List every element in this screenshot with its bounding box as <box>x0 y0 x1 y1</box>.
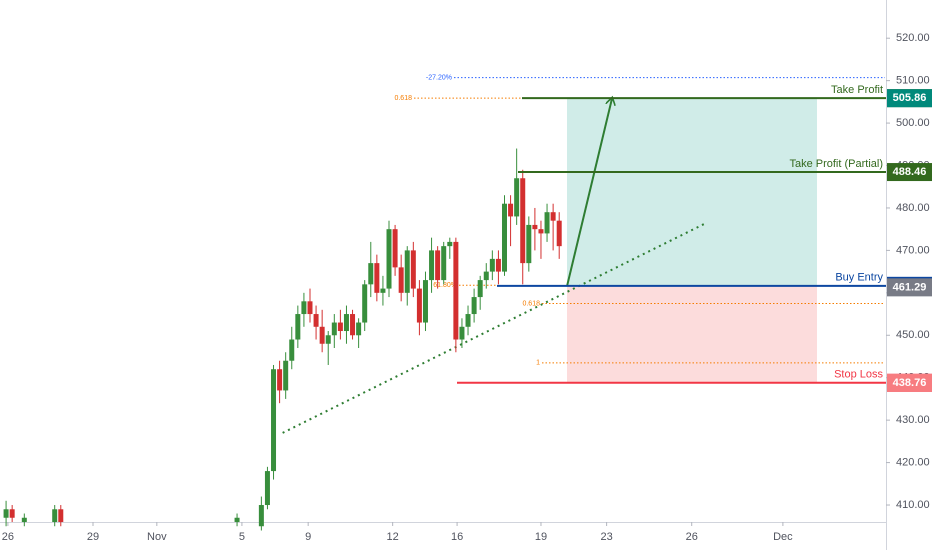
candle-body <box>550 212 556 221</box>
candle-body <box>374 263 380 293</box>
stop-badge <box>887 373 932 392</box>
y-tick-label: 500.00 <box>896 117 930 129</box>
candle-body <box>435 250 441 281</box>
candle-body <box>483 271 489 281</box>
x-tick-label: 29 <box>87 531 99 543</box>
candle-body <box>429 250 435 281</box>
candle-body <box>52 509 58 522</box>
target-badge-label: 505.86 <box>893 92 927 104</box>
candle-body <box>465 314 471 327</box>
x-tick-label: 9 <box>305 531 311 543</box>
candle-body <box>514 178 520 217</box>
candle-body <box>416 288 422 323</box>
candle-body <box>422 280 428 323</box>
fib-label: 61.80% <box>433 282 457 289</box>
candle-body <box>277 369 283 391</box>
candle-body <box>331 322 337 336</box>
candle-body <box>313 314 319 327</box>
candle-body <box>350 314 356 336</box>
x-tick-label: Nov <box>147 531 167 543</box>
candle-body <box>410 250 416 289</box>
fib-label: 1 <box>536 360 540 367</box>
candle-body <box>319 326 325 344</box>
x-tick-label: 19 <box>535 531 547 543</box>
level-name: Stop Loss <box>834 369 883 381</box>
candle-body <box>520 178 526 264</box>
y-tick-label: 450.00 <box>896 329 930 341</box>
fib-label: 0.618 <box>522 300 540 307</box>
candle-body <box>441 246 447 281</box>
y-tick-label: 430.00 <box>896 414 930 426</box>
candle-body <box>556 220 562 247</box>
candle-body <box>477 280 483 298</box>
x-tick-label: 16 <box>451 531 463 543</box>
last-price-badge-label: 461.29 <box>893 281 927 293</box>
loss-zone <box>567 285 817 383</box>
candle-body <box>538 229 544 234</box>
y-tick-label: 520.00 <box>896 32 930 44</box>
candle-body <box>301 301 307 315</box>
candle-body <box>368 263 374 285</box>
x-tick-label: 26 <box>2 531 14 543</box>
candle-body <box>3 509 9 518</box>
x-tick-label: Dec <box>773 531 793 543</box>
candle-body <box>526 224 532 264</box>
level-badge <box>887 163 932 182</box>
candle-body <box>9 509 15 518</box>
level-badge-label: 488.46 <box>893 166 927 178</box>
candle-body <box>325 335 331 344</box>
candle-body <box>356 322 362 336</box>
level-name: Buy Entry <box>835 272 883 284</box>
candle-body <box>489 258 495 272</box>
x-tick-label: 23 <box>600 531 612 543</box>
y-tick-label: 480.00 <box>896 202 930 214</box>
candle-body <box>386 229 392 289</box>
candle-body <box>471 297 477 315</box>
level-name: Take Profit (Partial) <box>789 158 883 170</box>
x-tick-label: 26 <box>686 531 698 543</box>
candle-body <box>508 203 514 217</box>
candle-body <box>404 250 410 293</box>
candle-body <box>453 241 459 340</box>
candle-body <box>392 229 398 268</box>
target-arrow <box>566 98 612 287</box>
level-name: Take Profit <box>831 84 883 96</box>
candle-body <box>362 284 368 323</box>
candle-body <box>307 301 313 315</box>
candle-body <box>258 505 264 527</box>
stop-badge-label: 438.76 <box>893 377 927 389</box>
fib-label: 0.618 <box>394 95 412 102</box>
fib-label: -27.20% <box>426 75 452 82</box>
trendline <box>282 222 707 434</box>
candle-body <box>21 517 27 522</box>
candle-body <box>58 509 64 522</box>
x-tick-label: 5 <box>239 531 245 543</box>
candle-body <box>271 369 277 472</box>
candle-body <box>544 212 550 234</box>
candle-body <box>283 360 289 391</box>
candle-body <box>380 288 386 293</box>
x-tick-label: 12 <box>387 531 399 543</box>
target-badge <box>887 89 932 108</box>
y-tick-label: 510.00 <box>896 75 930 87</box>
profit-zone <box>567 98 817 286</box>
candle-body <box>289 339 295 361</box>
y-tick-label: 470.00 <box>896 244 930 256</box>
candle-body <box>501 203 507 272</box>
candle-body <box>234 517 240 522</box>
candle-body <box>459 326 465 340</box>
candle-body <box>337 322 343 332</box>
candle-body <box>343 314 349 332</box>
y-tick-label: 410.00 <box>896 499 930 511</box>
candle-body <box>295 314 301 340</box>
candle-body <box>264 471 270 506</box>
candle-body <box>532 224 538 230</box>
candle-body <box>398 267 404 293</box>
candle-body <box>495 258 501 272</box>
y-tick-label: 420.00 <box>896 456 930 468</box>
last-price-badge <box>887 278 932 297</box>
candle-body <box>447 241 453 247</box>
